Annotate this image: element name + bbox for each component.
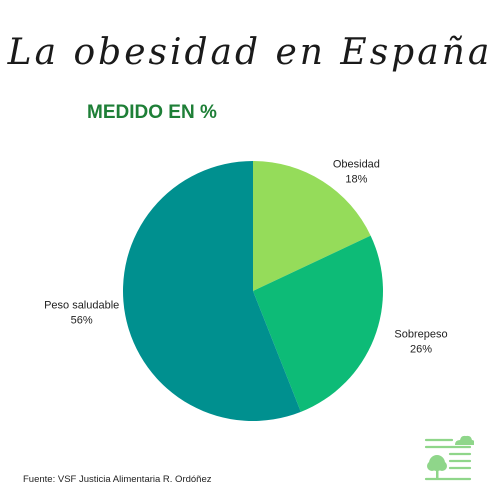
chart-subtitle: MEDIDO EN % xyxy=(87,102,217,123)
source-note: Fuente: VSF Justicia Alimentaria R. Ordó… xyxy=(23,474,212,485)
pie-slice-sobrepeso xyxy=(253,235,383,412)
slice-value-sobrepeso: 26% xyxy=(410,344,432,356)
tree-cloud-logo-icon xyxy=(424,435,474,481)
chart-title: La obesidad en España xyxy=(7,32,493,73)
pie-slice-obesidad xyxy=(253,161,371,291)
slice-label-obesidad: Obesidad xyxy=(333,159,380,171)
slice-label-sobrepeso: Sobrepeso xyxy=(394,329,447,341)
pie-slice-peso-saludable xyxy=(123,161,301,421)
slice-value-peso-saludable: 56% xyxy=(71,314,93,326)
slice-value-obesidad: 18% xyxy=(345,174,367,186)
slice-label-peso-saludable: Peso saludable xyxy=(44,299,119,311)
